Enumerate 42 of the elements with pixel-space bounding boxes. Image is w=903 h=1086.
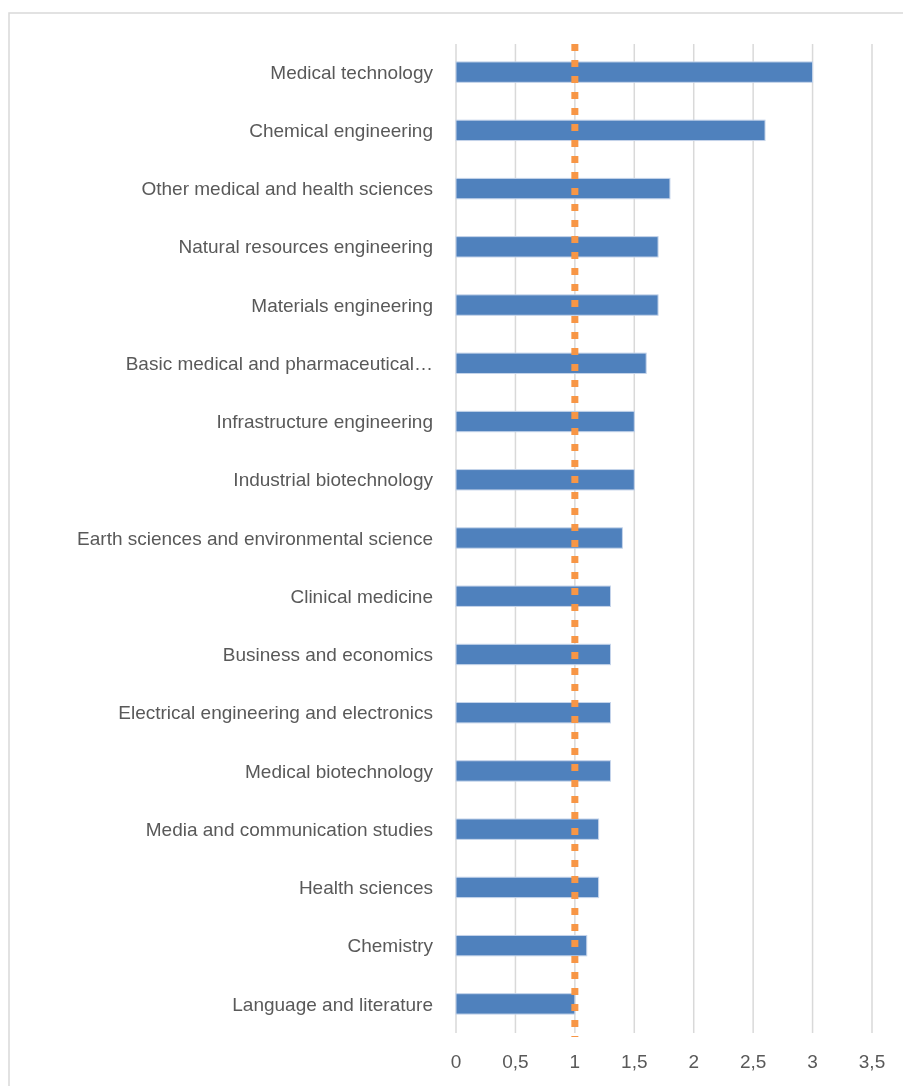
bar [455,643,612,666]
y-tick-label: Health sciences [298,877,433,899]
y-tick-label: Business and economics [222,644,433,666]
x-tick-label: 0,5 [502,1051,529,1072]
x-tick-label: 0 [450,1051,462,1072]
x-tick-label: 2 [688,1051,699,1072]
x-tick-label: 3,5 [858,1051,886,1072]
y-tick-label: Natural resources engineering [178,236,433,258]
y-tick-label: Medical technology [270,61,434,83]
y-tick-label: Chemistry [347,935,434,957]
bar [455,352,647,374]
y-tick-label: Infrastructure engineering [216,411,433,433]
bar [455,294,659,316]
bar [455,119,766,142]
bar [455,236,659,258]
y-tick-label: Language and literature [232,993,433,1015]
bar [455,61,814,83]
bar [455,760,612,782]
bar [455,702,612,724]
y-tick-label: Medical biotechnology [244,760,434,782]
y-tick-label: Chemical engineering [249,120,433,141]
y-tick-label: Media and communication studies [145,818,433,840]
y-tick-label: Materials engineering [251,294,433,316]
bar [455,410,635,433]
x-tick-label: 1 [569,1051,581,1072]
bar [455,177,671,200]
bar [455,527,623,549]
bar [455,469,635,491]
y-tick-label: Electrical engineering and electronics [118,702,433,724]
bar [455,934,588,957]
bar [455,818,600,840]
x-tick-label: 2,5 [739,1051,767,1072]
x-tick-label: 3 [807,1051,818,1072]
y-tick-label: Other medical and health sciences [141,178,433,200]
bar [455,585,612,607]
y-tick-label: Clinical medicine [290,585,433,607]
bar [455,993,576,1015]
y-tick-label: Basic medical and pharmaceutical… [125,352,433,374]
bar [455,876,600,899]
x-tick-label: 1,5 [621,1051,648,1072]
y-tick-label: Earth sciences and environmental science [77,527,433,549]
y-tick-label: Industrial biotechnology [233,469,434,491]
